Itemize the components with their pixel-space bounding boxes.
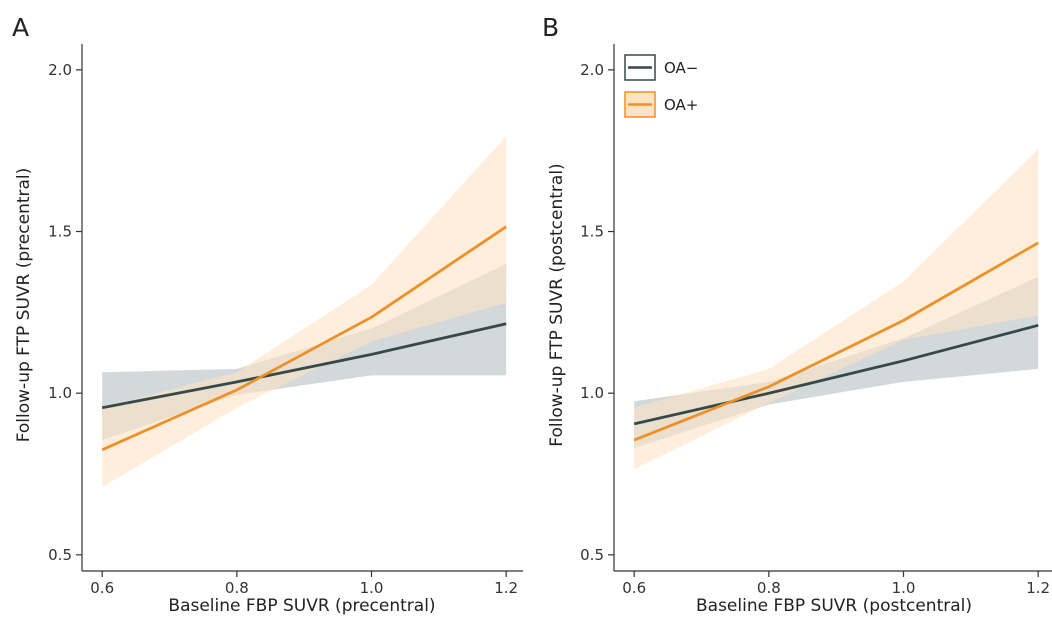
legend: OA− OA+ — [624, 54, 698, 118]
x-ticks: 0.6 0.8 1.0 1.2 — [90, 571, 518, 597]
x-tick-label: 1.2 — [1026, 579, 1050, 597]
legend-label: OA− — [664, 59, 698, 77]
y-ticks: 0.5 1.0 1.5 2.0 — [48, 61, 82, 564]
regression-line-series-1 — [101, 322, 507, 410]
legend-entry-oa-neg: OA− — [624, 54, 698, 81]
y-tick-label: 1.5 — [48, 223, 72, 241]
confidence-bands — [634, 149, 1039, 470]
legend-label: OA+ — [664, 96, 698, 114]
y-tick-label: 1.0 — [48, 384, 72, 402]
y-axis-title: Follow-up FTP SUVR (postcentral) — [547, 163, 567, 446]
x-axis-title: Baseline FBP SUVR (precentral) — [168, 596, 435, 616]
ci-band-series-2 — [102, 136, 507, 487]
panel-label: B — [542, 13, 559, 42]
y-tick-label: 2.0 — [580, 61, 604, 79]
y-ticks: 0.5 1.0 1.5 2.0 — [580, 61, 614, 564]
x-tick-label: 1.0 — [892, 579, 916, 597]
regression-lines — [633, 241, 1039, 442]
x-ticks: 0.6 0.8 1.0 1.2 — [622, 571, 1050, 597]
regression-line-series-1 — [633, 323, 1039, 426]
y-tick-label: 0.5 — [580, 546, 604, 564]
y-tick-label: 2.0 — [48, 61, 72, 79]
panel-b: B 0.6 0.8 1.0 1.2 0.5 1.0 1.5 2.0 Baseline FBP… — [542, 13, 1052, 616]
y-tick-label: 0.5 — [48, 546, 72, 564]
x-tick-label: 0.6 — [622, 579, 646, 597]
confidence-bands — [102, 136, 507, 487]
panel-a: A 0.6 0.8 1.0 1.2 0.5 1.0 1.5 2.0 Baseline FBP… — [12, 13, 523, 616]
x-tick-label: 1.2 — [494, 579, 518, 597]
x-tick-label: 1.0 — [360, 579, 384, 597]
legend-entry-oa-pos: OA+ — [624, 91, 698, 118]
regression-line-series-2 — [101, 225, 507, 452]
regression-line-series-2 — [633, 241, 1039, 442]
x-tick-label: 0.8 — [757, 579, 781, 597]
regression-lines — [101, 225, 507, 452]
y-axis-title: Follow-up FTP SUVR (precentral) — [14, 168, 34, 443]
panel-label: A — [12, 13, 29, 42]
x-tick-label: 0.6 — [90, 579, 114, 597]
y-tick-label: 1.0 — [580, 384, 604, 402]
x-tick-label: 0.8 — [225, 579, 249, 597]
ci-band-series-2 — [634, 149, 1039, 470]
x-axis-title: Baseline FBP SUVR (postcentral) — [696, 596, 972, 616]
y-tick-label: 1.5 — [580, 223, 604, 241]
